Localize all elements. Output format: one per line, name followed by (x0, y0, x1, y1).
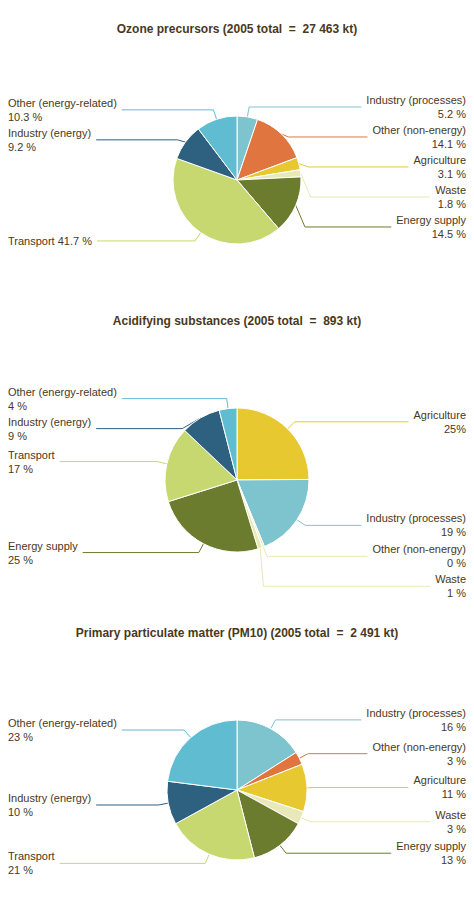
svg-text:Energy supply: Energy supply (396, 840, 466, 852)
svg-text:10.3 %: 10.3 % (8, 111, 42, 123)
svg-text:5.2 %: 5.2 % (438, 108, 466, 120)
svg-text:Ozone precursors (2005 total: Ozone precursors (2005 total = 27 463 kt… (117, 22, 357, 36)
svg-text:25 %: 25 % (8, 554, 33, 566)
svg-text:Agriculture: Agriculture (413, 154, 466, 166)
svg-text:Acidifying substances (2005 to: Acidifying substances (2005 total = 893 … (113, 314, 361, 328)
svg-text:25%: 25% (444, 423, 466, 435)
svg-text:3 %: 3 % (447, 755, 466, 767)
svg-text:Other (energy-related): Other (energy-related) (8, 717, 117, 729)
svg-text:10 %: 10 % (8, 806, 33, 818)
svg-text:1 %: 1 % (447, 587, 466, 599)
svg-text:Industry (energy): Industry (energy) (8, 792, 91, 804)
svg-text:Industry (energy): Industry (energy) (8, 127, 91, 139)
svg-text:Other (energy-related): Other (energy-related) (8, 97, 117, 109)
svg-text:Transport 41.7 %: Transport 41.7 % (8, 235, 92, 247)
svg-text:13 %: 13 % (441, 854, 466, 866)
svg-text:3 %: 3 % (447, 823, 466, 835)
svg-text:Other (non-energy): Other (non-energy) (372, 543, 466, 555)
svg-text:Agriculture: Agriculture (413, 409, 466, 421)
svg-text:14.5 %: 14.5 % (432, 228, 466, 240)
svg-text:Waste: Waste (435, 573, 466, 585)
svg-text:Energy supply: Energy supply (396, 214, 466, 226)
svg-text:Other (non-energy): Other (non-energy) (372, 124, 466, 136)
svg-text:3.1 %: 3.1 % (438, 168, 466, 180)
svg-text:Transport: Transport (8, 850, 55, 862)
svg-text:Agriculture: Agriculture (413, 774, 466, 786)
svg-text:Primary particulate matter (PM: Primary particulate matter (PM10) (2005 … (76, 626, 398, 640)
svg-text:16 %: 16 % (441, 721, 466, 733)
svg-text:14.1 %: 14.1 % (432, 138, 466, 150)
svg-text:Industry (processes): Industry (processes) (366, 94, 466, 106)
svg-text:17 %: 17 % (8, 463, 33, 475)
svg-text:Industry (energy): Industry (energy) (8, 416, 91, 428)
svg-text:Energy supply: Energy supply (8, 540, 78, 552)
svg-text:Waste: Waste (435, 184, 466, 196)
svg-text:0 %: 0 % (447, 557, 466, 569)
svg-text:23 %: 23 % (8, 731, 33, 743)
svg-text:4 %: 4 % (8, 400, 27, 412)
svg-text:Other (energy-related): Other (energy-related) (8, 386, 117, 398)
svg-text:1.8 %: 1.8 % (438, 198, 466, 210)
svg-text:Other (non-energy): Other (non-energy) (372, 741, 466, 753)
svg-text:9.2 %: 9.2 % (8, 141, 36, 153)
svg-text:21 %: 21 % (8, 864, 33, 876)
svg-text:19 %: 19 % (441, 526, 466, 538)
svg-text:Industry (processes): Industry (processes) (366, 707, 466, 719)
svg-text:Transport: Transport (8, 449, 55, 461)
svg-text:Waste: Waste (435, 809, 466, 821)
svg-text:11 %: 11 % (442, 788, 466, 800)
svg-text:9 %: 9 % (8, 430, 27, 442)
svg-text:Industry (processes): Industry (processes) (366, 512, 466, 524)
